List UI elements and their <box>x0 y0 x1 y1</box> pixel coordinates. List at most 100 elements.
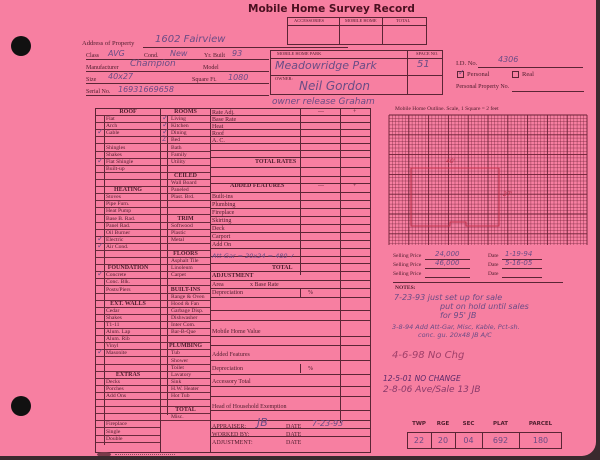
selling-price-value: 24,000 <box>435 250 460 258</box>
form-item: Paneled <box>161 187 210 195</box>
mobile-home-value-label: Mobile Home Value <box>212 329 261 335</box>
table-rule <box>210 129 371 130</box>
form-item: Living ✓ <box>161 114 210 124</box>
binder-hole <box>11 396 31 416</box>
blank-row <box>96 180 160 188</box>
class-label: Class <box>86 53 100 59</box>
form-item: Shakes <box>96 315 160 322</box>
form-item: Plast. Brd. <box>161 194 210 202</box>
outline-grid <box>388 114 588 245</box>
park-box: MOBILE HOME PARK SPACE NO. Meadowridge P… <box>270 50 443 95</box>
table-rule <box>482 432 483 449</box>
legal-header: PARCEL <box>528 421 553 427</box>
blank-row <box>161 279 210 287</box>
notes-label: NOTES: <box>395 285 416 291</box>
section-header: FOUNDATION <box>96 265 160 273</box>
form-item: Dining ✓ <box>161 128 210 138</box>
form-item: Single <box>96 429 160 436</box>
legal-header: PLAT <box>492 421 509 427</box>
table-rule <box>210 248 371 249</box>
selling-price-label: Selling Price <box>393 262 422 268</box>
note-line: for 95' JB <box>440 311 477 320</box>
section-header: BUILT-INS <box>161 287 210 294</box>
blank-row <box>161 336 210 344</box>
note-line: conc. gu. 20x48 JB A/C <box>418 331 492 339</box>
table-rule <box>210 183 371 184</box>
form-item: Base B. Rad. <box>96 216 160 223</box>
feature-label: Built-ins <box>212 194 234 200</box>
underline <box>502 268 542 269</box>
form-item: Oil Burner <box>96 230 160 237</box>
personal-checkbox[interactable]: ✓ Personal <box>457 68 490 79</box>
summary-box: ACCESSORIES MOBILE HOME TOTAL <box>287 17 427 45</box>
table-rule <box>210 374 371 375</box>
plus-header: + <box>353 183 357 189</box>
table-rule <box>210 320 371 321</box>
cond-label: Cond. <box>144 53 159 59</box>
size-value: 40x27 <box>108 72 134 81</box>
section-header: FLOORS <box>161 251 210 259</box>
form-item: Fireplace <box>96 421 160 429</box>
space-value: 51 <box>417 59 430 70</box>
legal-header: SEC <box>462 421 475 427</box>
manufacturer-value: Champion <box>130 59 176 69</box>
form-item: Panel Rad. <box>96 223 160 230</box>
date-label: DATE <box>286 440 302 446</box>
form-item: Posts/Piers <box>96 287 160 294</box>
check-mark-icon: ✓ <box>162 120 169 130</box>
blank-row <box>96 173 160 180</box>
table-rule <box>210 288 371 289</box>
pct-label: % <box>308 366 313 372</box>
check-mark-icon: 2 <box>162 134 166 144</box>
manufacturer-label: Manufacturer <box>86 65 119 71</box>
underline <box>502 259 542 260</box>
depreciation-label: Depreciation <box>212 290 243 296</box>
check-mark-icon: ✓ <box>97 269 104 279</box>
form-item: Misc. <box>161 414 210 422</box>
total-rates-label: TOTAL RATES <box>255 159 297 165</box>
blank-row <box>96 414 160 422</box>
yr-built-label: Yr. Built <box>204 53 226 59</box>
legal-value: 692 <box>492 436 509 445</box>
date-label: DATE <box>286 424 302 430</box>
table-rule <box>210 122 371 123</box>
pct-label: % <box>308 290 313 296</box>
form-item: Conc. Blk. <box>96 279 160 287</box>
owner-value: Neil Gordon <box>299 79 370 93</box>
class-value: AVG <box>108 49 125 58</box>
accessory-total-label: Accessory Total <box>212 379 251 385</box>
form-item: Cedar <box>96 308 160 315</box>
table-rule <box>210 410 371 411</box>
form-item: Hot Tub <box>161 393 210 401</box>
adjustment-label: ADJUSTMENT: <box>212 440 253 446</box>
mobile-home-header: MOBILE HOME <box>345 18 377 23</box>
table-rule <box>210 263 371 264</box>
sale-date-value: 5-16-05 <box>505 259 533 267</box>
form-item: Bed 2 <box>161 134 210 145</box>
size-label: Size <box>86 77 97 83</box>
appraiser-label: APPRAISER: <box>212 424 247 430</box>
blank-row <box>96 358 160 365</box>
form-item: Built-up <box>96 166 160 173</box>
form-item: Masonite ✓ <box>96 348 160 358</box>
personal-label: Personal <box>467 71 490 78</box>
yr-built-value: 93 <box>232 49 243 58</box>
serial-value: 16931669658 <box>118 85 174 94</box>
base-rate-mult-label: x Base Rate <box>250 282 279 288</box>
form-item: Shower <box>161 358 210 365</box>
date-label: Date <box>488 253 499 259</box>
table-rule <box>210 310 371 311</box>
blank-row <box>161 244 210 251</box>
table-rule <box>210 396 371 397</box>
home-outline <box>410 167 500 227</box>
feature-label: Carport <box>212 234 231 240</box>
form-item: Dishwasher <box>161 315 210 322</box>
form-item: Flat <box>96 116 160 124</box>
real-checkbox[interactable]: Real <box>512 71 534 79</box>
form-item: Decks <box>96 379 160 386</box>
table-rule <box>210 336 371 337</box>
table-rule <box>455 432 456 449</box>
check-mark-icon: ✓ <box>97 240 104 250</box>
date-label: Date <box>488 271 499 277</box>
